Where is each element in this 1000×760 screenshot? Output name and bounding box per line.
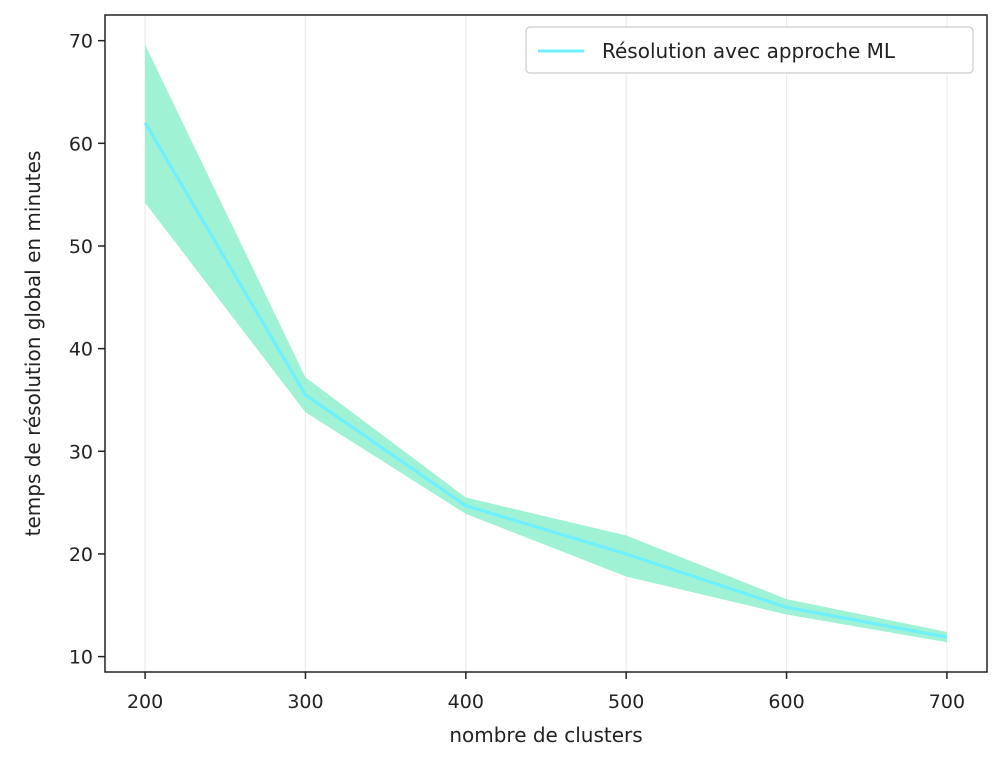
x-tick-label: 600 bbox=[768, 691, 804, 713]
y-axis-label: temps de résolution global en minutes bbox=[21, 151, 45, 537]
plot-area bbox=[104, 14, 988, 673]
y-tick-label: 40 bbox=[69, 339, 93, 361]
x-tick-label: 300 bbox=[287, 691, 323, 713]
grid bbox=[144, 15, 948, 672]
x-tick-label: 200 bbox=[127, 691, 163, 713]
x-axis-label: nombre de clusters bbox=[449, 723, 642, 747]
confidence-bands bbox=[145, 44, 947, 643]
legend-box bbox=[525, 26, 974, 74]
x-tick-label: 400 bbox=[448, 691, 484, 713]
y-tick-label: 50 bbox=[69, 236, 93, 258]
series-line bbox=[143, 121, 948, 639]
y-tick-label: 70 bbox=[69, 31, 93, 53]
series-lines bbox=[143, 121, 948, 639]
y-tick-label: 30 bbox=[69, 441, 93, 463]
y-axis-ticks: 10 20 30 40 50 60 70 bbox=[69, 31, 105, 669]
y-tick-label: 20 bbox=[69, 544, 93, 566]
legend: Résolution avec approche ML bbox=[525, 26, 974, 74]
y-tick-label: 10 bbox=[69, 647, 93, 669]
y-tick-label: 60 bbox=[69, 133, 93, 155]
x-tick-label: 700 bbox=[929, 691, 965, 713]
x-axis-ticks: 200 300 400 500 600 700 bbox=[127, 672, 965, 713]
x-tick-label: 500 bbox=[608, 691, 644, 713]
confidence-band bbox=[145, 44, 947, 643]
legend-label: Résolution avec approche ML bbox=[602, 39, 896, 63]
